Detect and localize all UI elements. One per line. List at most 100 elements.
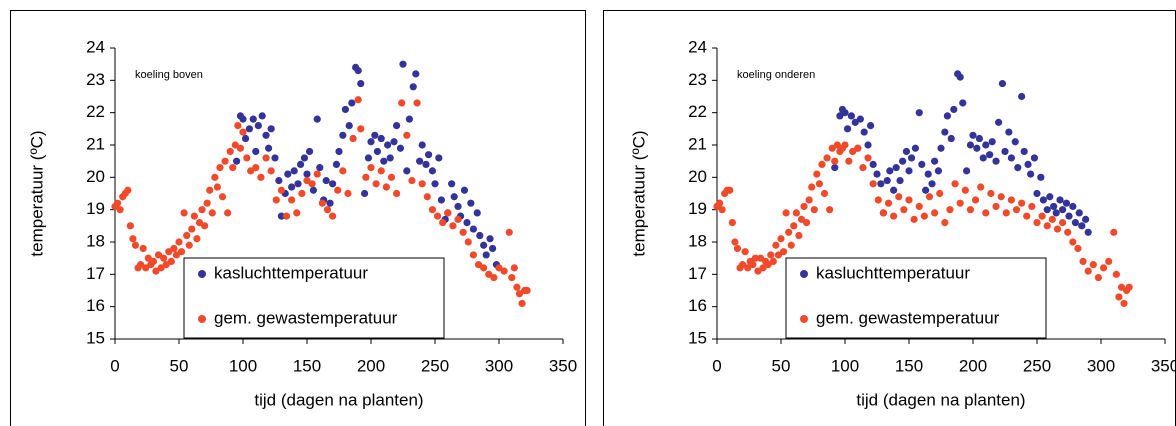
point [998,79,1007,88]
point [718,206,726,214]
point [382,183,390,191]
point [836,112,844,120]
series [713,141,1133,308]
point [203,199,211,207]
point [859,164,867,172]
point [797,215,806,223]
point [831,157,839,165]
point [362,173,370,181]
point [480,264,488,272]
point [1039,196,1047,204]
point [805,196,813,204]
point [892,164,900,172]
y-tick-label: 23 [86,70,105,89]
point [951,180,959,188]
x-axis-label: tijd (dagen na planten) [856,390,1025,409]
point [1125,283,1133,291]
point [252,164,260,172]
annotation: koeling onderen [737,69,815,81]
point [969,131,977,139]
point [931,157,939,165]
point [1064,228,1072,236]
point [941,128,949,136]
x-tick-label: 350 [1151,356,1176,375]
point [390,138,398,146]
point [282,212,291,220]
point [841,109,849,117]
point [956,73,964,81]
x-tick-label: 300 [1087,356,1115,375]
legend-label: kasluchttemperatuur [816,263,970,282]
point [905,196,913,204]
point [1084,228,1092,236]
point [344,189,352,198]
point [149,257,157,265]
point [398,99,406,107]
point [239,128,247,136]
point [733,244,742,253]
point [195,219,204,227]
point [523,286,531,295]
point [1020,147,1028,156]
y-tick-label: 19 [688,199,707,218]
point [995,118,1003,126]
point [854,144,862,152]
point [895,193,903,201]
point [211,173,219,181]
x-tick-label: 0 [110,356,119,375]
point [774,251,783,259]
point [490,273,498,282]
point [463,219,471,227]
point [288,183,296,191]
point [890,212,898,220]
point [474,261,483,269]
y-tick-label: 16 [86,296,105,315]
point [884,199,893,207]
point [364,154,373,162]
point [469,251,477,259]
point [1005,128,1013,136]
y-tick-label: 18 [86,231,105,250]
point [1115,293,1123,301]
point [505,228,513,236]
y-axis-label: temperatuur (ºC) [629,130,648,256]
point [387,173,396,181]
point [1033,219,1041,227]
point [922,186,930,194]
point [1018,199,1026,207]
point [313,170,321,178]
point [1071,219,1079,227]
point [744,264,752,272]
point [886,167,894,175]
point [973,144,981,152]
point [428,167,437,175]
point [313,115,321,123]
y-tick-label: 22 [688,102,707,121]
point [129,235,137,243]
point [371,131,379,139]
point [987,189,995,198]
point [959,99,967,107]
point [277,212,285,220]
point [1033,189,1041,198]
point [934,167,943,175]
point [977,183,985,191]
point [341,105,349,114]
point [345,122,353,130]
point [473,209,481,217]
point [416,157,424,165]
point [329,180,337,188]
point [437,196,445,204]
series [111,96,531,308]
x-tick-label: 150 [895,356,923,375]
point [326,199,334,207]
point [233,157,241,165]
point [510,264,518,272]
point [947,134,955,143]
point [971,196,980,204]
point [418,141,426,149]
point [777,235,785,243]
point [323,206,332,214]
point [826,206,834,214]
point [905,167,913,175]
